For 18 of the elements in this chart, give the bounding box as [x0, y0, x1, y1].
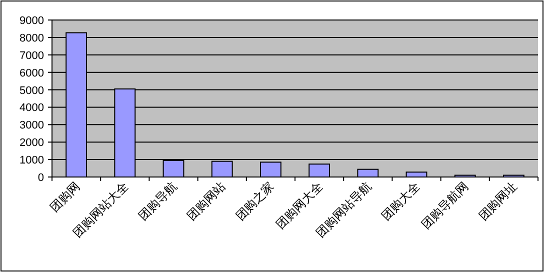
bar — [406, 172, 428, 178]
y-tick-label: 0 — [38, 172, 44, 184]
x-tick-label: 团购网站 — [184, 179, 228, 224]
y-tick-label: 8000 — [20, 32, 44, 44]
x-tick-label: 团购导航网 — [418, 179, 472, 232]
y-tick-label: 2000 — [20, 137, 44, 150]
y-tick-label: 1000 — [20, 154, 44, 167]
bar — [357, 168, 379, 178]
x-tick-label: 团购导航 — [136, 179, 180, 224]
y-tick-label: 9000 — [20, 15, 44, 27]
bar — [308, 164, 330, 178]
x-tick-label: 团购网 — [47, 179, 82, 215]
y-tick-label: 5000 — [20, 84, 44, 97]
y-tick-label: 3000 — [20, 120, 44, 132]
y-tick-label: 6000 — [20, 67, 44, 80]
y-tick-label: 4000 — [20, 102, 44, 114]
y-tick-label: 7000 — [20, 50, 44, 62]
x-tick-label: 团购网址 — [476, 179, 520, 224]
